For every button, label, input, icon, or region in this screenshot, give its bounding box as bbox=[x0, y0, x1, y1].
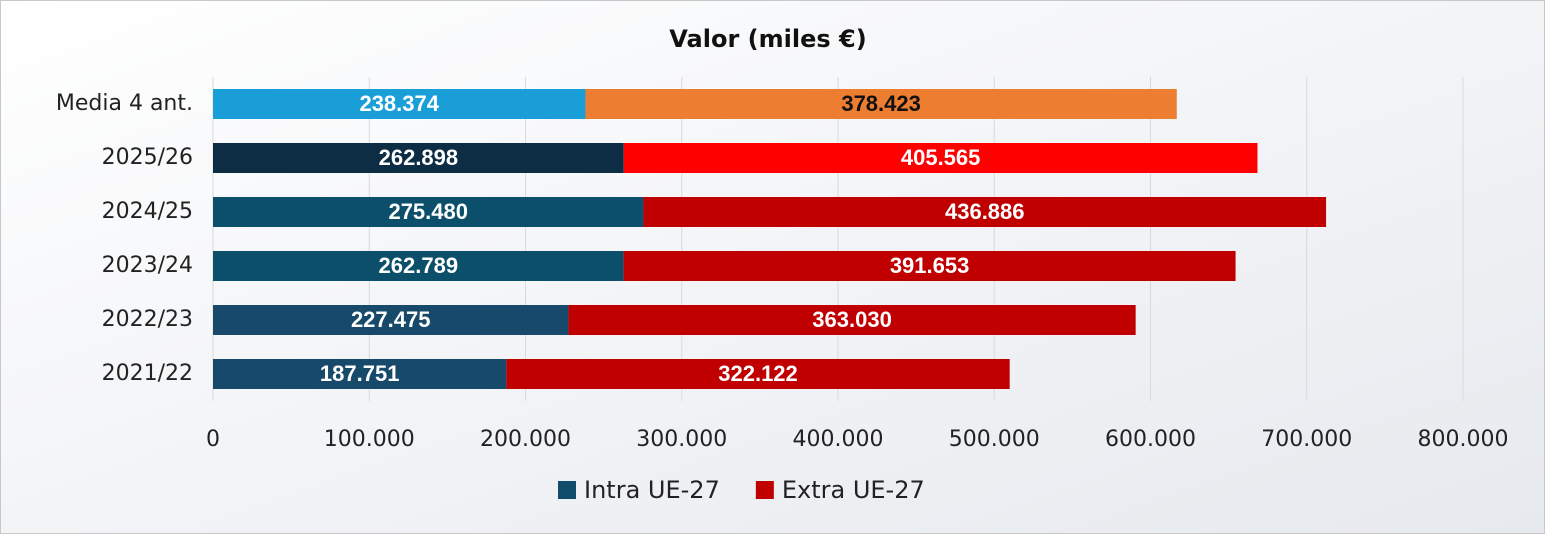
y-tick-label: 2024/25 bbox=[102, 199, 193, 224]
bar-segment bbox=[623, 143, 1258, 173]
legend-label: Intra UE-27 bbox=[584, 476, 720, 504]
data-label: 262.898 bbox=[379, 145, 459, 170]
bar-segment bbox=[643, 197, 1327, 227]
x-tick-label: 0 bbox=[206, 427, 220, 452]
y-tick-label: 2023/24 bbox=[102, 253, 193, 278]
x-tick-label: 800.000 bbox=[1418, 427, 1509, 452]
legend-swatch bbox=[558, 481, 576, 499]
data-label: 436.886 bbox=[945, 199, 1025, 224]
data-label: 227.475 bbox=[351, 307, 431, 332]
x-tick-label: 600.000 bbox=[1105, 427, 1196, 452]
data-label: 238.374 bbox=[359, 91, 439, 116]
data-label: 187.751 bbox=[320, 361, 400, 386]
data-label: 363.030 bbox=[812, 307, 892, 332]
bar-segment bbox=[213, 359, 507, 389]
bar-segment bbox=[213, 143, 624, 173]
y-tick-label: 2022/23 bbox=[102, 307, 193, 332]
x-tick-label: 200.000 bbox=[480, 427, 571, 452]
bar-segment bbox=[213, 305, 569, 335]
chart-title: Valor (miles €) bbox=[669, 25, 866, 53]
x-tick-label: 300.000 bbox=[636, 427, 727, 452]
x-tick-label: 400.000 bbox=[793, 427, 884, 452]
bar-segment bbox=[213, 251, 624, 281]
x-tick-label: 500.000 bbox=[949, 427, 1040, 452]
bar-segment bbox=[213, 197, 644, 227]
data-label: 405.565 bbox=[901, 145, 981, 170]
bar-segment bbox=[213, 89, 586, 119]
y-tick-label: 2025/26 bbox=[102, 145, 193, 170]
x-tick-label: 100.000 bbox=[324, 427, 415, 452]
bar-segment bbox=[623, 251, 1236, 281]
legend-label: Extra UE-27 bbox=[782, 476, 925, 504]
bar-segment bbox=[585, 89, 1177, 119]
data-label: 378.423 bbox=[841, 91, 921, 116]
y-tick-label: Media 4 ant. bbox=[56, 91, 193, 116]
data-label: 391.653 bbox=[890, 253, 970, 278]
data-label: 275.480 bbox=[388, 199, 468, 224]
x-tick-label: 700.000 bbox=[1261, 427, 1352, 452]
bar-segment bbox=[506, 359, 1010, 389]
legend-swatch bbox=[755, 481, 774, 499]
data-label: 322.122 bbox=[718, 361, 798, 386]
data-label: 262.789 bbox=[379, 253, 459, 278]
bar-segment bbox=[568, 305, 1136, 335]
y-tick-label: 2021/22 bbox=[102, 361, 193, 386]
